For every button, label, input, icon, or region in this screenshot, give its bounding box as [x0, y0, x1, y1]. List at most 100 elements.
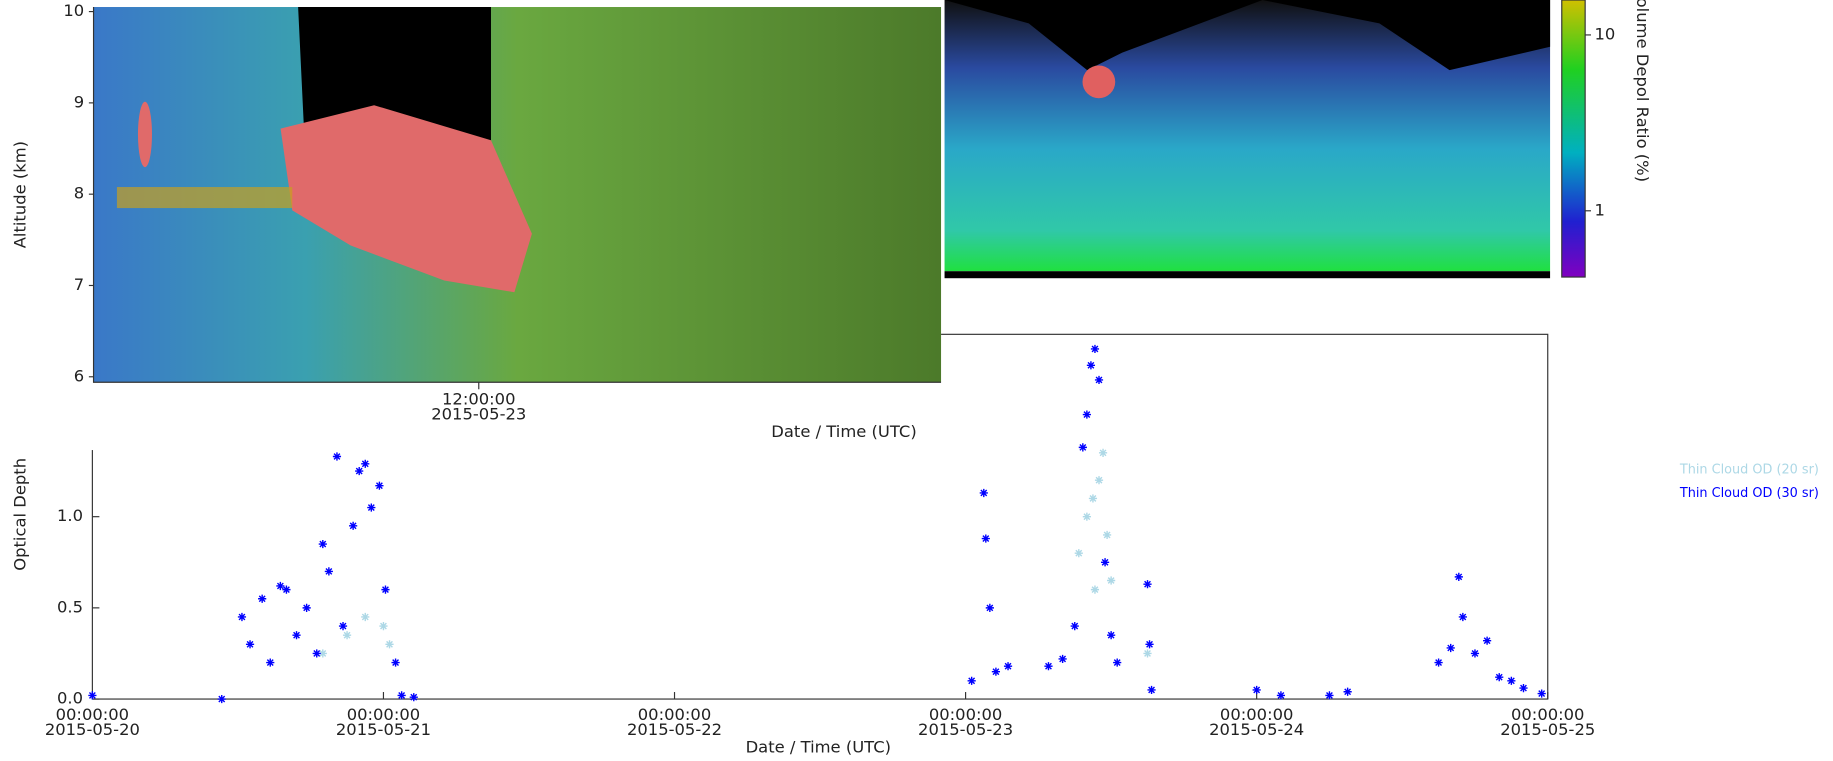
legend-entry: Thin Cloud OD (20 sr): [1679, 462, 1819, 477]
point: [276, 581, 285, 591]
heatmap-image: [137, 101, 152, 168]
x-tick-label: 2015-05-25: [1500, 720, 1595, 739]
point: [245, 640, 255, 649]
point: [1495, 673, 1504, 682]
point: [355, 467, 364, 476]
point: [1147, 685, 1156, 695]
point: [1107, 576, 1116, 585]
x-axis-label: Date / Time (UTC): [771, 422, 916, 441]
x-tick-label: 00:00:00: [1511, 705, 1584, 724]
x-tick-label: 00:00:00: [56, 705, 129, 724]
point: [312, 649, 321, 658]
heatmap-image: [944, 271, 1551, 279]
point: [1537, 689, 1546, 698]
point: [1113, 658, 1122, 667]
point: [318, 539, 327, 549]
point: [1507, 676, 1516, 685]
point: [237, 612, 247, 622]
point: [349, 521, 358, 530]
point: [342, 631, 352, 640]
point: [1434, 658, 1443, 667]
point: [1143, 580, 1152, 589]
point: [318, 649, 327, 658]
point: [409, 693, 418, 702]
x-tick-label: 2015-05-23: [431, 404, 526, 423]
point: [967, 676, 976, 685]
optical-depth-plot: 0.00.51.000:00:002015-05-2000:00:002015-…: [11, 333, 1819, 757]
point: [979, 488, 988, 498]
point: [1070, 622, 1079, 631]
x-tick-label: 2015-05-24: [1209, 720, 1304, 739]
point: [1145, 640, 1154, 649]
point: [1325, 691, 1334, 700]
x-tick-label: 00:00:00: [347, 705, 420, 724]
x-tick-label: 00:00:00: [1220, 705, 1293, 724]
colorbar-tick-label: 10: [1595, 24, 1616, 43]
point: [1100, 558, 1110, 567]
point: [88, 691, 97, 700]
y-axis-label: Optical Depth: [11, 458, 30, 571]
x-tick-label: 2015-05-20: [45, 720, 140, 739]
x-tick-label: 2015-05-21: [336, 720, 431, 739]
point: [1074, 549, 1083, 558]
point: [379, 622, 388, 631]
heatmap-image: [944, 0, 1551, 71]
point: [1094, 375, 1104, 385]
x-axis-label: Date / Time (UTC): [746, 738, 891, 757]
point: [1458, 612, 1467, 622]
x-tick-label: 00:00:00: [929, 705, 1002, 724]
point: [1276, 691, 1286, 700]
y-axis-label: Altitude (km): [11, 141, 30, 248]
point: [1082, 512, 1091, 521]
point: [324, 567, 333, 576]
y-tick-label: 7: [74, 275, 84, 294]
point: [1082, 410, 1091, 419]
colorbar-tick-label: 1: [1595, 200, 1605, 219]
point: [1454, 572, 1463, 581]
point: [1446, 643, 1455, 653]
point: [361, 459, 370, 468]
point: [981, 534, 990, 543]
heatmap-image: [280, 105, 532, 293]
y-tick-label: 0.0: [57, 689, 83, 708]
y-tick-label: 9: [74, 92, 84, 111]
x-tick-label: 00:00:00: [638, 705, 711, 724]
point: [258, 594, 267, 603]
point: [391, 658, 400, 667]
point: [1470, 649, 1480, 658]
point: [1102, 530, 1112, 540]
axis-line: [92, 7, 942, 383]
point: [338, 622, 348, 631]
y-tick-label: 8: [74, 184, 84, 203]
point: [1090, 585, 1100, 594]
point: [985, 603, 994, 612]
heatmap-image: [116, 187, 293, 209]
colorbar: [1561, 0, 1586, 278]
heatmap-image: [1082, 65, 1116, 99]
y-tick-label: 0.5: [57, 597, 83, 616]
point: [292, 631, 301, 640]
x-tick-label: 2015-05-23: [918, 720, 1013, 739]
point: [1107, 631, 1116, 640]
point: [302, 603, 311, 612]
point: [1098, 448, 1108, 457]
point: [361, 612, 370, 622]
point: [991, 667, 1001, 676]
point: [1252, 685, 1261, 695]
x-tick-label: 12:00:00: [442, 389, 515, 408]
depol-window: 1 10 olume Depol Ratio (%): [941, 0, 1833, 295]
legend-entry: Thin Cloud OD (30 sr): [1679, 486, 1819, 501]
point: [1519, 684, 1528, 693]
point: [1003, 662, 1013, 671]
point: [367, 503, 376, 512]
y-tick-label: 1.0: [57, 506, 83, 525]
x-tick-label: 2015-05-22: [627, 720, 722, 739]
point: [1483, 636, 1492, 645]
point: [1094, 476, 1104, 485]
point: [1078, 443, 1087, 452]
colorbar-label: olume Depol Ratio (%): [1633, 0, 1652, 182]
y-tick-label: 10: [63, 1, 84, 20]
point: [1343, 687, 1352, 696]
